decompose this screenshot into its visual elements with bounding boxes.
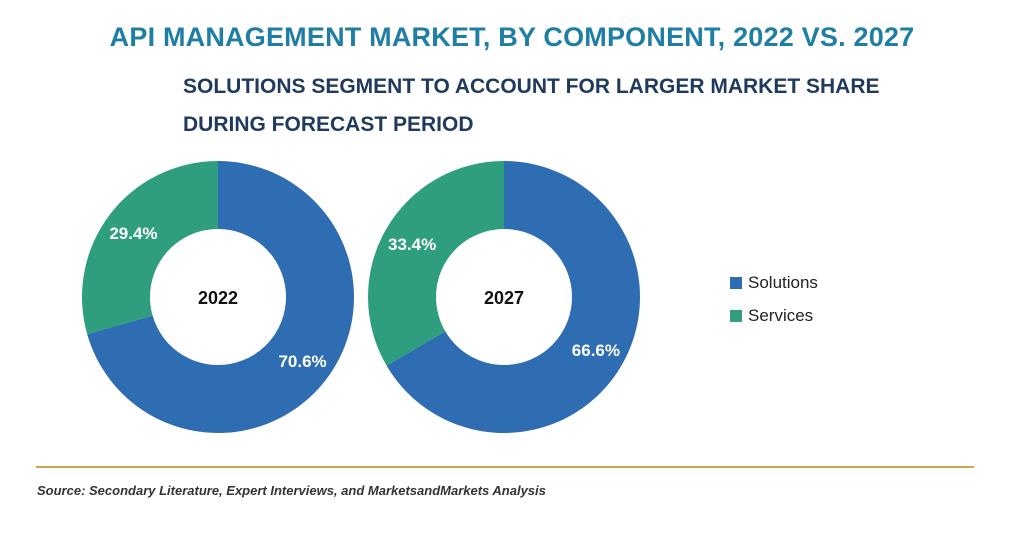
legend-item-services: Services <box>730 305 818 327</box>
legend-label-services: Services <box>748 306 814 325</box>
data-label-services-2027: 33.4% <box>388 235 436 254</box>
center-label-2022: 2022 <box>198 288 238 308</box>
donut-chart-2022: 70.6% 29.4% 2022 <box>81 161 355 433</box>
data-label-services-2022: 29.4% <box>109 224 157 243</box>
source-note: Source: Secondary Literature, Expert Int… <box>37 483 546 498</box>
center-label-2027: 2027 <box>484 288 524 308</box>
legend-item-solutions: Solutions <box>730 272 818 294</box>
legend-swatch-solutions <box>730 277 742 289</box>
data-label-solutions-2022: 70.6% <box>278 352 326 371</box>
slice-services-2022 <box>81 161 218 335</box>
legend-swatch-services <box>730 310 742 322</box>
slice-solutions-2022 <box>87 161 355 433</box>
legend: Solutions Services <box>730 272 818 338</box>
data-label-solutions-2027: 66.6% <box>572 341 620 360</box>
legend-label-solutions: Solutions <box>748 273 818 292</box>
slice-services-2027 <box>368 161 504 366</box>
chart-title: API MANAGEMENT MARKET, BY COMPONENT, 202… <box>109 22 915 52</box>
donut-chart-2027: 66.6% 33.4% 2027 <box>368 161 640 433</box>
slice-solutions-2027 <box>386 161 640 433</box>
chart-subtitle: SOLUTIONS SEGMENT TO ACCOUNT FOR LARGER … <box>183 75 880 136</box>
divider <box>36 466 974 468</box>
